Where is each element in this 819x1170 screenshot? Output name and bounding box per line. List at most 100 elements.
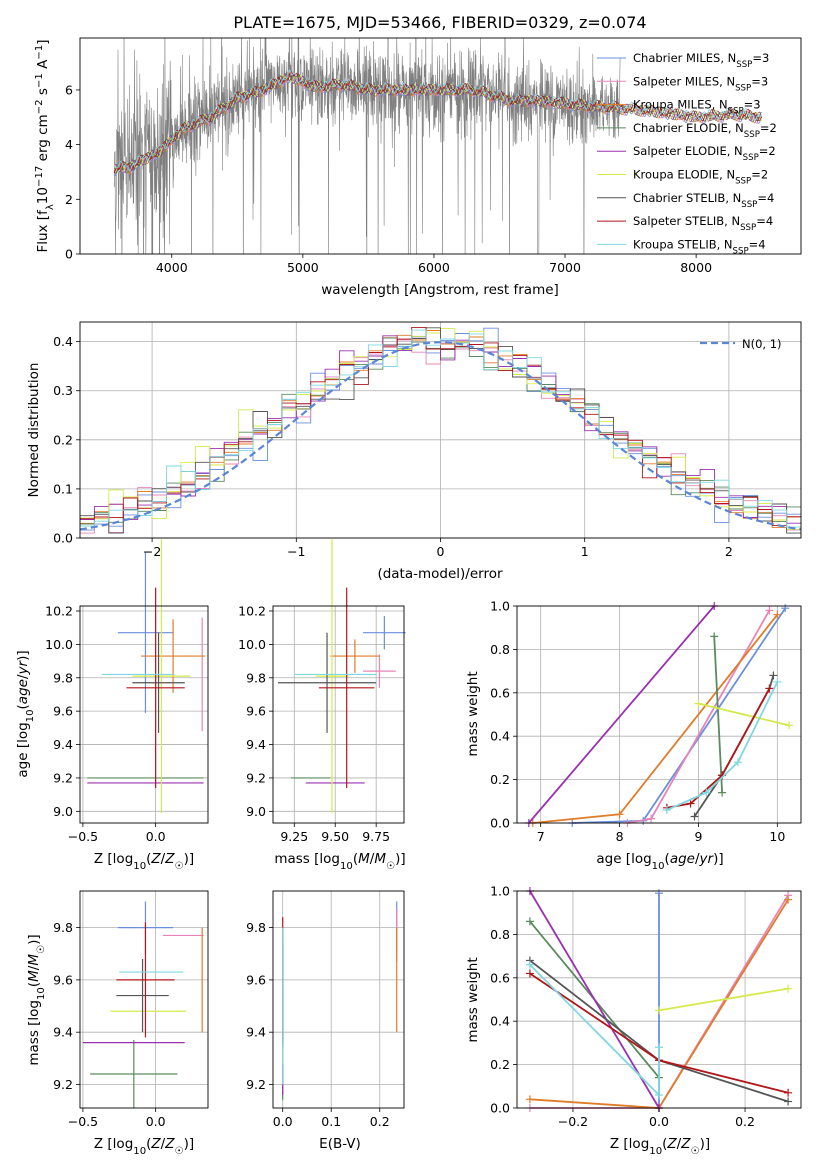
weight-marker xyxy=(694,699,703,708)
weight-series xyxy=(568,604,790,827)
legend-entry: Kroupa ELODIE, NSSP=2 xyxy=(633,168,768,187)
x-tick-label: 2 xyxy=(725,544,733,559)
weight-marker xyxy=(781,604,790,613)
x-tick-label: 0.2 xyxy=(370,1114,390,1129)
errorbar-point xyxy=(116,922,175,1038)
y-tick-label: 1.0 xyxy=(490,599,510,614)
y-tick-label: 9.2 xyxy=(53,770,73,785)
legend-entry: Chabrier STELIB, NSSP=4 xyxy=(633,191,774,210)
y-tick-label: 9.4 xyxy=(246,1025,266,1040)
weight-marker xyxy=(647,814,656,823)
y-tick-label: 9.8 xyxy=(53,920,73,935)
errorbar-point xyxy=(132,539,191,813)
weight-series xyxy=(694,699,794,730)
errorbar-point xyxy=(117,552,174,713)
grid-lines xyxy=(273,891,404,1108)
y-tick-label: 9.2 xyxy=(53,1077,73,1092)
x-tick-label: 0.0 xyxy=(146,1114,166,1129)
y-tick-label: 10.0 xyxy=(238,637,266,652)
weight-line xyxy=(528,605,715,824)
x-tick-label: 0.2 xyxy=(735,1114,755,1129)
x-tick-label: −2 xyxy=(143,544,161,559)
y-tick-label: 9.2 xyxy=(246,770,266,785)
errorbar-point xyxy=(116,958,169,1033)
x-tick-label: 1 xyxy=(581,544,589,559)
plot-area xyxy=(277,539,406,813)
weight-marker xyxy=(525,969,534,978)
y-tick-label: 0.0 xyxy=(53,531,73,546)
y-tick-label: 0.4 xyxy=(490,1014,510,1029)
weight-series xyxy=(528,610,782,827)
panel-mass_vs_ebv: 0.0 0.1 0.2 9.2 9.4 9.6 9.8 E(B-V) xyxy=(246,890,405,1152)
y-tick-label: 10.2 xyxy=(238,604,266,619)
legend-entry: Kroupa MILES, NSSP=3 xyxy=(633,98,761,117)
weight-marker xyxy=(655,1006,663,1015)
weight-series xyxy=(662,677,782,814)
weight-marker xyxy=(690,812,699,821)
weight-marker xyxy=(615,810,624,819)
data-spectrum-line xyxy=(113,38,621,254)
weight-marker xyxy=(784,895,793,904)
y-tick-label: 0.0 xyxy=(490,1101,510,1116)
y-tick-label: 9.6 xyxy=(246,972,266,987)
weight-marker xyxy=(655,889,663,898)
weight-series xyxy=(710,632,727,797)
y-tick-label: 9.2 xyxy=(246,1077,266,1092)
weight-marker xyxy=(765,606,774,615)
weight-marker xyxy=(784,1097,793,1106)
y-tick-label: 0.2 xyxy=(490,772,510,787)
weight-marker xyxy=(784,1088,793,1097)
y-axis-label: Normed distribution xyxy=(26,363,42,498)
y-tick-label: 6 xyxy=(65,82,73,97)
y-tick-label: 10.0 xyxy=(45,637,73,652)
weight-marker xyxy=(525,917,534,926)
y-axis-label: Flux [fλ10−17 erg cm−2 s−1 A−1] xyxy=(34,39,56,252)
x-tick-label: 8000 xyxy=(680,260,712,275)
x-tick-label: −0.2 xyxy=(558,1114,588,1129)
y-axis-label: mass [log10(M/M☉)] xyxy=(26,934,47,1065)
grid-lines xyxy=(80,891,208,1108)
x-tick-label: 0 xyxy=(437,544,445,559)
y-tick-label: 9.4 xyxy=(53,1025,73,1040)
y-tick-label: 0 xyxy=(65,247,73,262)
weight-line xyxy=(666,681,779,811)
plot-area xyxy=(525,887,793,1112)
x-axis-label: Z [log10(Z/Z☉)] xyxy=(94,851,194,872)
axes-frame xyxy=(516,890,802,1109)
weight-marker xyxy=(733,758,742,767)
weight-marker xyxy=(655,1043,663,1052)
weight-marker xyxy=(525,960,534,969)
spectrum-legend: Chabrier MILES, NSSP=3 Salpeter MILES, NS… xyxy=(597,51,777,256)
y-tick-label: 9.6 xyxy=(53,972,73,987)
y-tick-label: 0.8 xyxy=(490,642,510,657)
y-tick-label: 9.0 xyxy=(246,804,266,819)
panel-residuals: −2 −1 0 1 2 0.0 0.1 0.2 0.3 0.4 N(0, 1) (data-model… xyxy=(26,321,802,582)
legend-entry: Salpeter MILES, NSSP=3 xyxy=(633,74,768,93)
y-tick-label: 1.0 xyxy=(490,884,510,899)
legend-entry: N(0, 1) xyxy=(742,337,782,351)
x-tick-label: 7000 xyxy=(549,260,581,275)
weight-marker xyxy=(785,721,794,730)
weight-marker xyxy=(662,805,671,814)
weight-marker xyxy=(773,610,782,619)
y-tick-label: 0.3 xyxy=(53,383,73,398)
legend-entry: Chabrier MILES, NSSP=3 xyxy=(633,51,769,70)
panel-weight_vs_age: 7 8 9 10 0.0 0.2 0.4 0.6 0.8 1.0 age [log10(age/yr… xyxy=(465,599,802,872)
x-tick-label: 8 xyxy=(616,829,624,844)
plot-area xyxy=(82,901,204,1108)
y-tick-label: 9.4 xyxy=(246,737,266,752)
weight-marker xyxy=(718,788,727,797)
plot-area xyxy=(87,539,206,813)
grid-lines xyxy=(80,606,208,823)
weight-marker xyxy=(784,984,793,993)
x-tick-label: 6000 xyxy=(418,260,450,275)
plot-area xyxy=(79,326,802,534)
axes-frame xyxy=(272,890,405,1109)
weight-marker xyxy=(702,788,711,797)
model-spectrum-line xyxy=(113,73,762,174)
y-tick-label: 0.2 xyxy=(53,432,73,447)
errorbar-point xyxy=(318,587,375,788)
axes-frame xyxy=(516,605,802,824)
weight-series xyxy=(655,984,793,1015)
y-tick-label: 0.4 xyxy=(490,729,510,744)
